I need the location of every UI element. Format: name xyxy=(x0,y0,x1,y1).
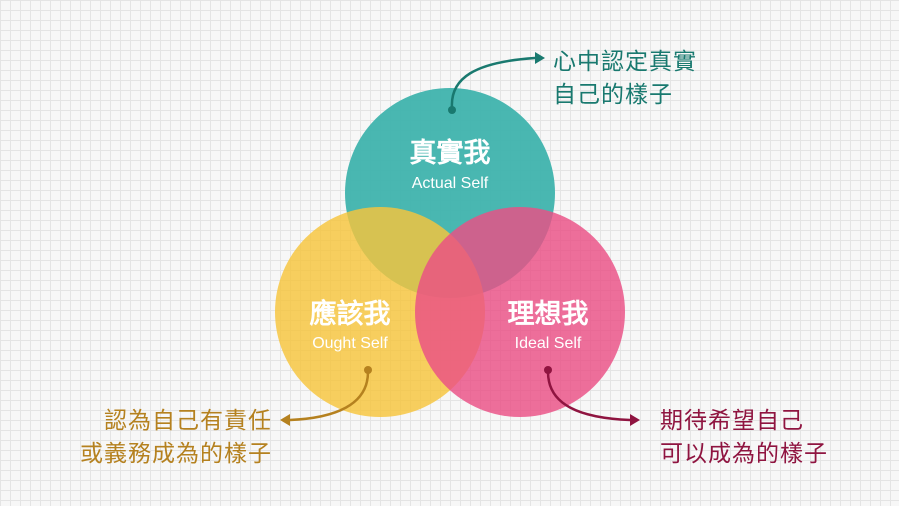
ideal-self-description: 期待希望自己 可以成為的樣子 xyxy=(660,405,828,471)
ideal-self-zh-label: 理想我 xyxy=(508,299,589,330)
actual-note-line-2: 自己的樣子 xyxy=(553,82,673,108)
actual-arrow-head xyxy=(535,52,545,64)
ought-note-line-2: 或義務成為的樣子 xyxy=(80,441,272,467)
ideal-arrow-dot xyxy=(544,366,552,374)
ought-arrow xyxy=(288,370,370,422)
ought-self-description: 認為自己有責任 或義務成為的樣子 xyxy=(57,405,272,471)
actual-self-zh-label: 真實我 xyxy=(410,137,491,169)
actual-self-en-label: Actual Self xyxy=(412,175,489,192)
ought-note-line-1: 認為自己有責任 xyxy=(104,408,272,434)
ought-self-zh-label: 應該我 xyxy=(310,298,391,330)
ought-self-en-label: Ought Self xyxy=(312,335,388,352)
ideal-arrow xyxy=(546,370,632,422)
ought-arrow-dot xyxy=(364,366,372,374)
ought-arrow-head xyxy=(280,414,290,426)
actual-note-line-1: 心中認定真實 xyxy=(553,49,697,75)
ideal-self-en-label: Ideal Self xyxy=(515,335,582,352)
actual-arrow-dot xyxy=(448,106,456,114)
actual-arrow xyxy=(450,56,537,110)
ideal-note-line-2: 可以成為的樣子 xyxy=(660,441,828,467)
ideal-note-line-1: 期待希望自己 xyxy=(660,408,804,434)
actual-self-description: 心中認定真實 自己的樣子 xyxy=(553,46,697,112)
ideal-arrow-head xyxy=(630,414,640,426)
ideal-self-circle xyxy=(415,207,625,417)
